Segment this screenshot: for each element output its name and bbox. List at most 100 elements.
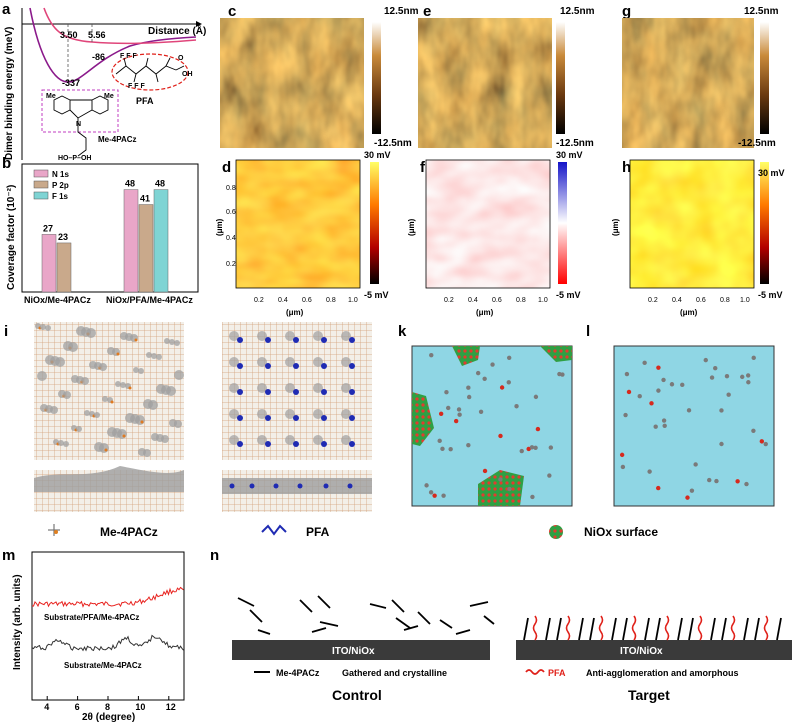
panel-label-l: l bbox=[586, 323, 590, 340]
kpfm-image-f bbox=[426, 160, 550, 288]
bar-value-label: 48 bbox=[155, 179, 165, 189]
bar-chart: 27 23 48 41 48 bbox=[41, 179, 169, 293]
plot-frame-b bbox=[21, 163, 199, 293]
control-legend-label: Me-4PACz bbox=[276, 668, 320, 678]
curve-dimer-1 bbox=[29, 7, 197, 83]
pfa-highlight bbox=[111, 53, 189, 91]
control-title: Control bbox=[332, 687, 382, 703]
curve-dimer-2 bbox=[43, 7, 197, 45]
height-max-g: 12.5nm bbox=[744, 6, 779, 17]
afm-height-image-g bbox=[622, 18, 754, 148]
panel-label-n: n bbox=[210, 547, 219, 564]
annot-337: -337 bbox=[62, 78, 80, 88]
target-title: Target bbox=[628, 687, 670, 703]
x-unit-f: (μm) bbox=[476, 308, 494, 317]
panel-k: k bbox=[398, 323, 573, 507]
svg-text:0.4: 0.4 bbox=[672, 297, 682, 304]
afm-height-image-e bbox=[418, 18, 552, 148]
legend-b: N 1s P 2p F 1s bbox=[33, 169, 69, 201]
target-desc: Anti-agglomeration and amorphous bbox=[586, 668, 739, 678]
panel-label-d: d bbox=[222, 159, 231, 176]
panel-label-a: a bbox=[2, 1, 11, 18]
panel-g: g 12.5nm -12.5nm bbox=[622, 3, 779, 149]
ylabel-a: Dimer binding energy (meV) bbox=[4, 27, 15, 160]
me4pacz-icon bbox=[48, 524, 60, 536]
svg-text:F F F: F F F bbox=[120, 53, 137, 60]
svg-text:0.2: 0.2 bbox=[254, 297, 264, 304]
svg-text:0.2: 0.2 bbox=[648, 297, 658, 304]
height-max-c: 12.5nm bbox=[384, 6, 419, 17]
panel-m: m Intensity (arb. units) 2θ (degree) 4 6 8… bbox=[2, 547, 185, 723]
me4pacz-aggregates bbox=[237, 595, 495, 635]
svg-text:O: O bbox=[178, 55, 184, 62]
pfa-molecule-icon bbox=[115, 57, 185, 83]
molecule-cluster-j bbox=[229, 331, 355, 447]
y-unit-d: (μm) bbox=[215, 218, 224, 236]
annot-556: 5.56 bbox=[88, 30, 106, 40]
afm-height-image-c bbox=[220, 18, 364, 148]
ylabel-m: Intensity (arb. units) bbox=[12, 574, 23, 670]
bar-n1s-1 bbox=[123, 189, 139, 293]
category-label-1: NiOx/PFA/Me-4PACz bbox=[106, 295, 193, 305]
bar-p2p-0 bbox=[56, 242, 72, 293]
svg-text:0.6: 0.6 bbox=[302, 297, 312, 304]
pfa-icon bbox=[261, 524, 287, 536]
bar-value-label: 23 bbox=[58, 232, 68, 242]
panel-l: l bbox=[586, 323, 775, 507]
pfa-label: PFA bbox=[136, 96, 154, 106]
ordered-monolayer bbox=[523, 615, 782, 641]
x-tick-label: 10 bbox=[135, 702, 145, 712]
x-tick-label: 6 bbox=[75, 702, 80, 712]
me4pacz-label: Me-4PACz bbox=[98, 135, 137, 144]
svg-text:1.0: 1.0 bbox=[538, 297, 548, 304]
legend-swatch-p2p bbox=[33, 180, 49, 189]
panel-e: e 12.5nm -12.5nm bbox=[418, 3, 595, 149]
target-legend-label: PFA bbox=[548, 668, 566, 678]
svg-text:0.4: 0.4 bbox=[226, 235, 236, 242]
kpfm-min-f: -5 mV bbox=[556, 290, 581, 300]
svg-text:0.6: 0.6 bbox=[696, 297, 706, 304]
bar-f1s-1 bbox=[153, 189, 169, 293]
panel-label-m: m bbox=[2, 547, 15, 564]
xrd-chart: 4 6 8 10 12 bbox=[31, 586, 184, 712]
colorbar-kpfm-d bbox=[370, 162, 379, 284]
series-line-control bbox=[31, 634, 184, 652]
panel-i: i bbox=[4, 322, 184, 512]
svg-text:0.8: 0.8 bbox=[326, 297, 336, 304]
molecule-cluster-i bbox=[35, 323, 184, 457]
category-label-0: NiOx/Me-4PACz bbox=[24, 295, 91, 305]
panel-f: f 30 mV -5 mV (μm) (μm) 0.2 0.4 0.6 0.8 … bbox=[407, 150, 583, 317]
x-unit-h: (μm) bbox=[680, 308, 698, 317]
height-min-g: -12.5nm bbox=[738, 138, 776, 149]
series-label-control: Substrate/Me-4PACz bbox=[64, 661, 142, 670]
legend-swatch-f1s bbox=[33, 191, 49, 200]
svg-text:HO–P–OH: HO–P–OH bbox=[58, 155, 91, 162]
xlabel-m: 2θ (degree) bbox=[82, 712, 135, 722]
svg-text:0.2: 0.2 bbox=[444, 297, 454, 304]
svg-text:0.8: 0.8 bbox=[226, 185, 236, 192]
x-tick-label: 4 bbox=[44, 702, 49, 712]
kpfm-image-d bbox=[236, 160, 360, 288]
legend-row: Me-4PACz PFA NiOx surface bbox=[48, 524, 658, 539]
panel-d: d 30 mV -5 mV (μm) (μm) 0.8 0.6 0.4 0.2 … bbox=[215, 150, 391, 317]
legend-pfa: PFA bbox=[306, 525, 330, 539]
legend-niox: NiOx surface bbox=[584, 525, 658, 539]
me4pacz-molecule-icon bbox=[53, 95, 109, 157]
height-min-e: -12.5nm bbox=[556, 138, 594, 149]
bar-value-label: 27 bbox=[43, 223, 53, 233]
adsorbate-dots-k bbox=[424, 352, 565, 500]
pfa-legend-icon bbox=[525, 669, 545, 675]
legend-me4pacz: Me-4PACz bbox=[100, 525, 158, 539]
svg-text:Me: Me bbox=[46, 93, 56, 100]
panel-label-h: h bbox=[622, 159, 631, 176]
svg-text:0.4: 0.4 bbox=[278, 297, 288, 304]
panel-b: b Coverage factor (10⁻²) 27 23 48 41 48 N 1s… bbox=[2, 155, 199, 305]
colorbar-height-e bbox=[556, 22, 565, 134]
bar-value-label: 48 bbox=[125, 179, 135, 189]
y-unit-f: (μm) bbox=[407, 218, 416, 236]
svg-text:OH: OH bbox=[182, 71, 193, 78]
panel-j: j bbox=[222, 322, 372, 512]
surface-map-l bbox=[613, 345, 775, 507]
legend-n1s: N 1s bbox=[52, 170, 69, 179]
